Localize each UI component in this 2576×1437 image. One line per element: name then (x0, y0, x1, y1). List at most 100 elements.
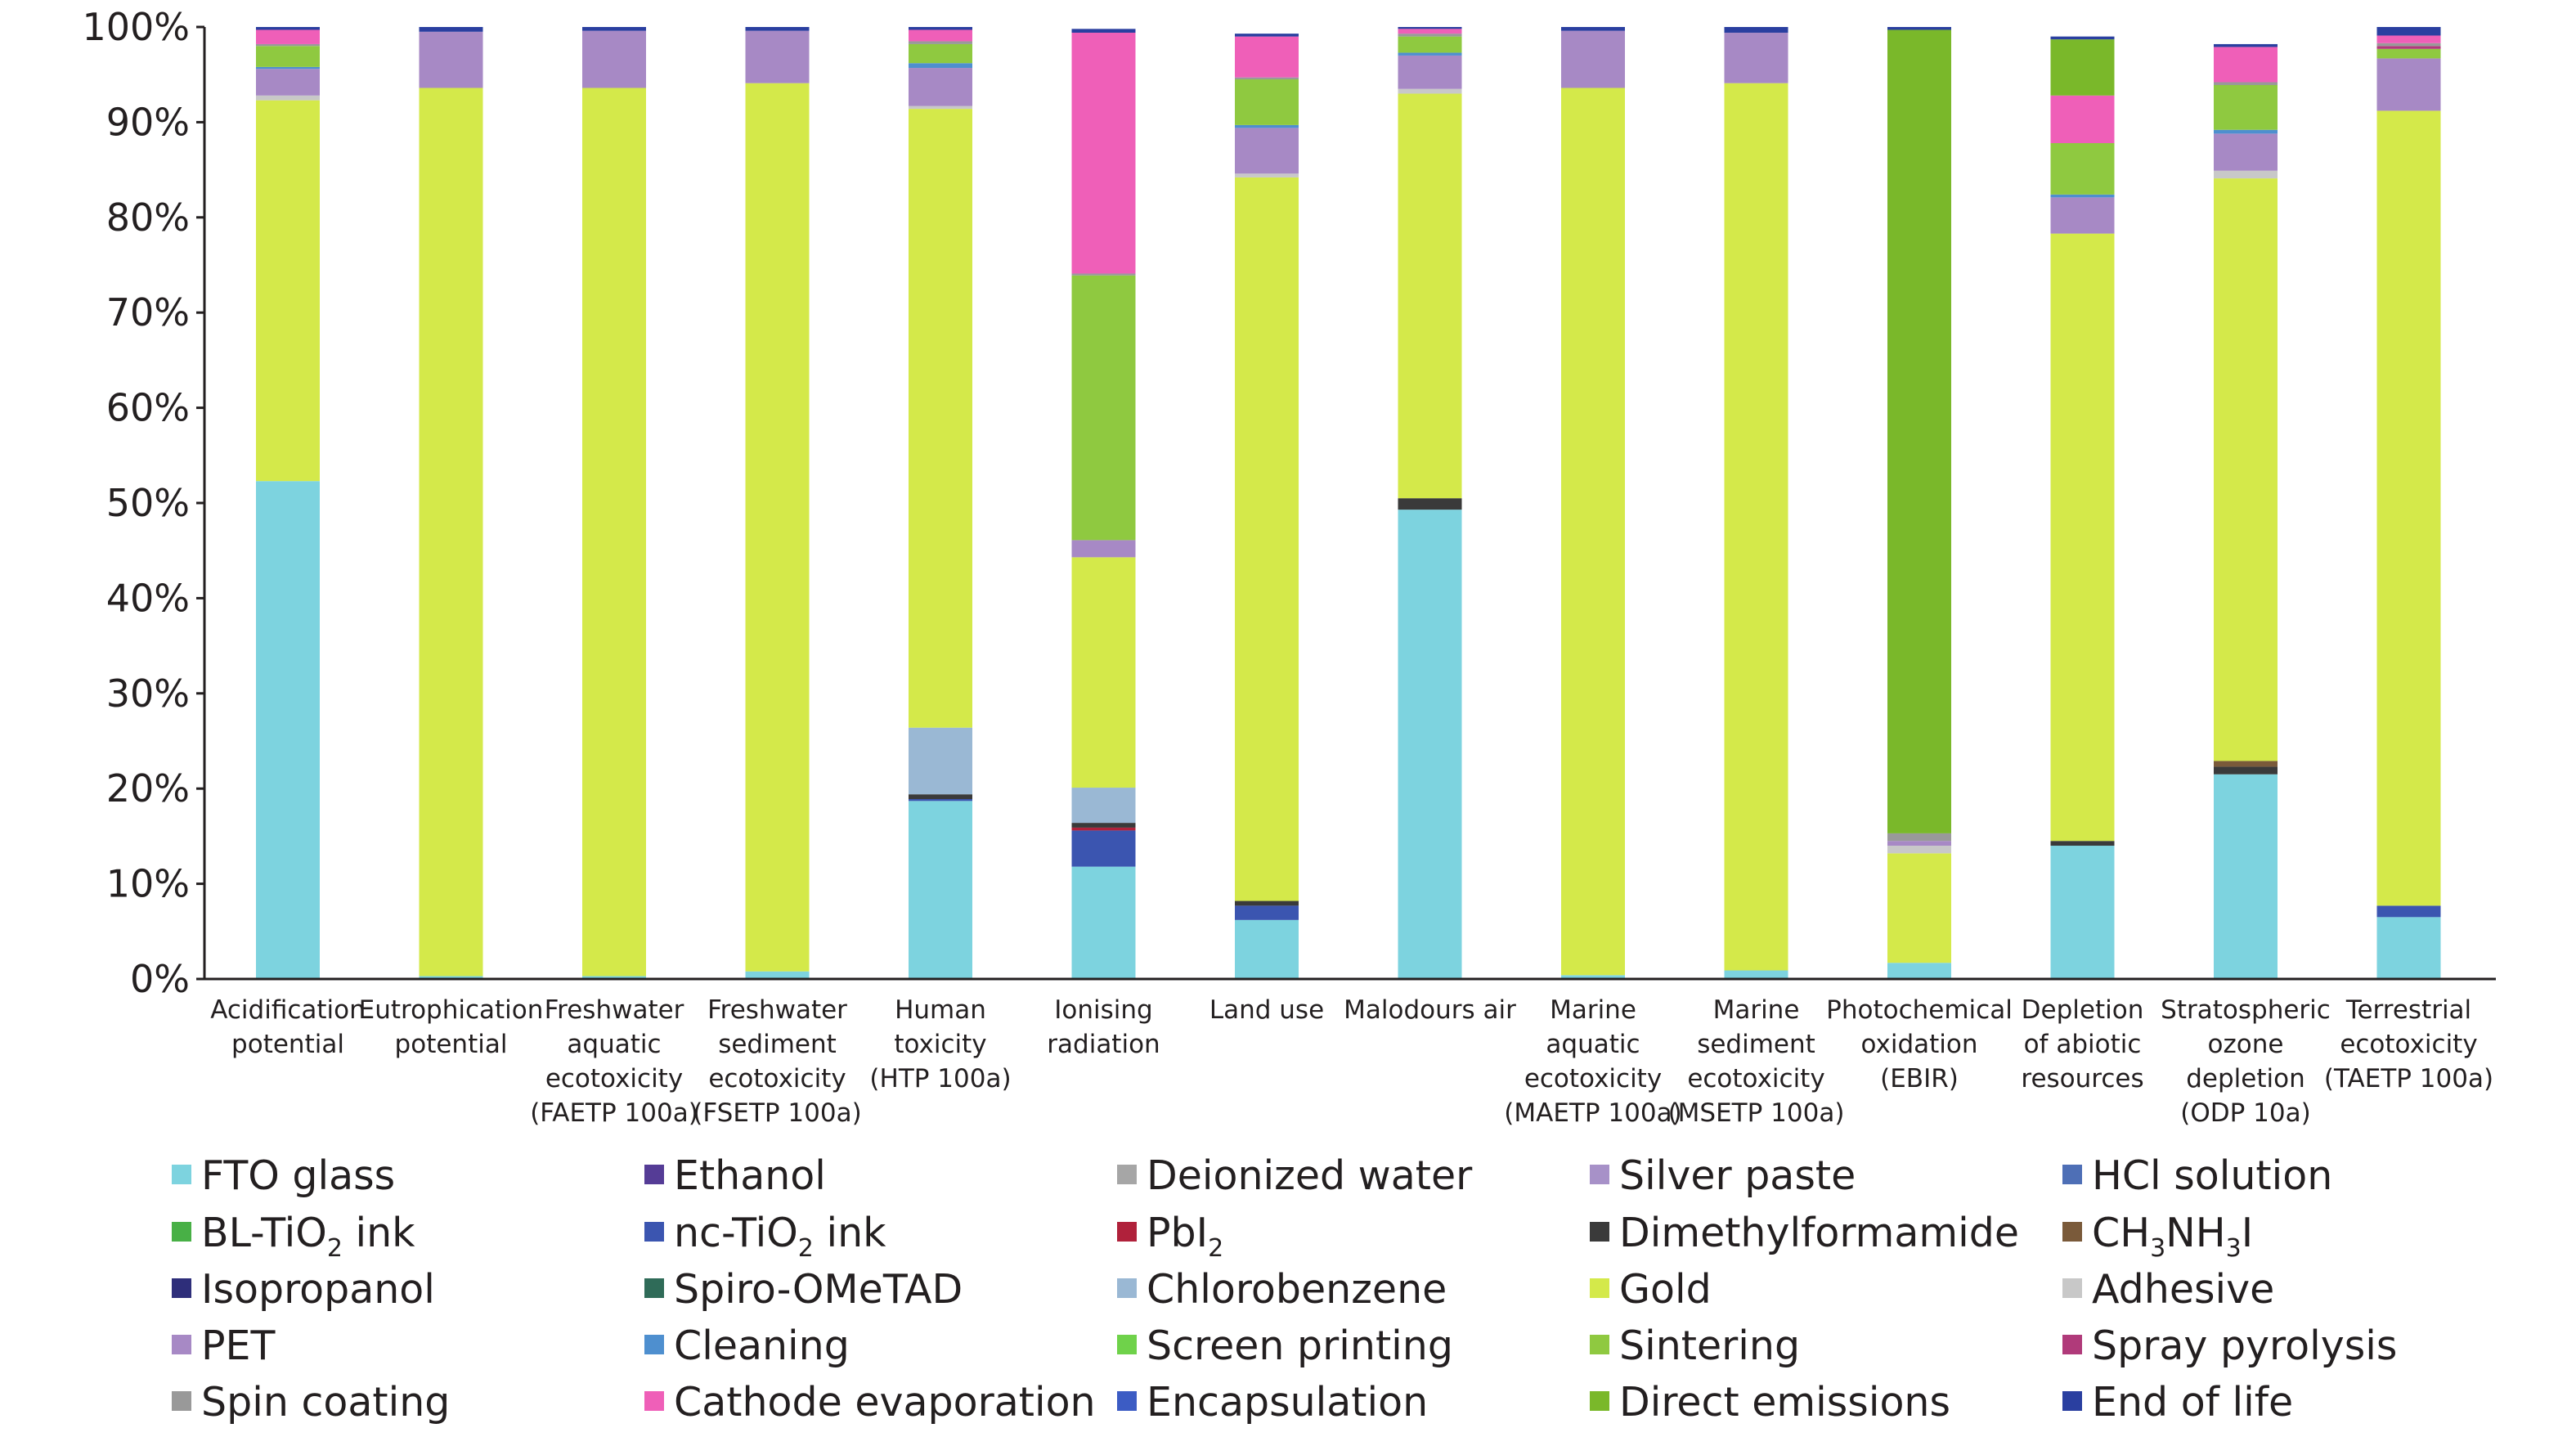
bar-segment (1235, 173, 1299, 177)
legend-item: End of life (2062, 1379, 2293, 1426)
legend-label: FTO glass (201, 1152, 395, 1199)
bar-segment (1235, 34, 1299, 37)
bar-segment (1398, 36, 1462, 53)
legend-swatch (644, 1335, 664, 1354)
legend-swatch (2062, 1222, 2082, 1242)
bar-stack (1398, 27, 1462, 979)
bar-segment (1071, 557, 1136, 788)
bar-segment (909, 106, 972, 110)
legend-item: Gold (1590, 1266, 1712, 1313)
bar-segment (2050, 194, 2115, 198)
bar-stack (1724, 27, 1788, 979)
legend-swatch (1117, 1391, 1137, 1411)
legend-label: Silver paste (1619, 1152, 1856, 1199)
legend-item: Dimethylformamide (1590, 1210, 2019, 1256)
legend-swatch (644, 1278, 664, 1298)
legend-item: Spray pyrolysis (2062, 1322, 2397, 1369)
bar-segment (1071, 827, 1136, 831)
bar-segment (256, 46, 320, 67)
bar-segment (2214, 82, 2278, 86)
legend-item: Cleaning (644, 1322, 850, 1369)
legend-label: Isopropanol (201, 1266, 435, 1313)
bar-stack (1561, 27, 1625, 979)
bar-segment (419, 88, 483, 977)
bar-segment (256, 27, 320, 30)
legend-label: CH3NH3I (2092, 1210, 2253, 1263)
bar-segment (909, 801, 972, 979)
y-tick-label: 100% (82, 5, 190, 49)
bar-segment (582, 976, 646, 979)
bar-stack (2050, 36, 2115, 979)
legend-swatch (172, 1278, 191, 1298)
bar-segment (2050, 846, 2115, 979)
bar-segment (1561, 88, 1625, 976)
legend-item: Spiro-OMeTAD (644, 1266, 963, 1313)
bar-segment (1887, 841, 1951, 846)
legend-label: Ethanol (674, 1152, 826, 1199)
bar-segment (909, 63, 972, 69)
legend-label: Spin coating (201, 1379, 450, 1426)
bar-segment (1887, 27, 1951, 30)
bar-segment (256, 100, 320, 482)
legend-item: Encapsulation (1117, 1379, 1428, 1426)
bar-stack (1071, 29, 1136, 979)
bar-segment (2376, 58, 2441, 111)
legend-swatch (1590, 1278, 1609, 1298)
bar-segment (1071, 540, 1136, 558)
legend-swatch (644, 1391, 664, 1411)
legend-label: Cleaning (674, 1322, 850, 1369)
bar-segment (256, 69, 320, 96)
legend-swatch (172, 1335, 191, 1354)
legend-label: nc-TiO2 ink (674, 1210, 886, 1263)
bar-segment (1071, 866, 1136, 979)
x-tick-label: Freshwater aquatic ecotoxicity (FAETP 100a) (530, 995, 698, 1128)
bar-segment (1071, 275, 1136, 541)
bar-segment (419, 27, 483, 32)
bar-segment (582, 27, 646, 31)
legend-label: BL-TiO2 ink (201, 1210, 415, 1263)
legend-label: Screen printing (1147, 1322, 1453, 1369)
bar-segment (909, 109, 972, 728)
bar-segment (909, 29, 972, 42)
bar-segment (1561, 27, 1625, 31)
bar-segment (1724, 970, 1788, 979)
legend-label: Adhesive (2092, 1266, 2274, 1313)
bar-segment (1235, 905, 1299, 920)
bar-segment (1398, 27, 1462, 29)
legend-swatch (172, 1165, 191, 1184)
bar-segment (582, 30, 646, 88)
bar-segment (1235, 177, 1299, 901)
legend-swatch (172, 1391, 191, 1411)
bar-segment (1724, 32, 1788, 83)
legend-item: CH3NH3I (2062, 1210, 2253, 1263)
x-tick-label: Human toxicity (HTP 100a) (869, 995, 1011, 1093)
bar-segment (1235, 36, 1299, 78)
bar-segment (419, 31, 483, 88)
bar-segment (745, 971, 810, 979)
bar-segment (2376, 46, 2441, 49)
legend-swatch (1117, 1165, 1137, 1184)
bar-segment (1561, 975, 1625, 979)
bar-stack (1235, 34, 1299, 979)
x-tick-label: Stratospheric ozone depletion (ODP 10a) (2161, 995, 2331, 1128)
legend-item: Sintering (1590, 1322, 1800, 1369)
legend-item: Adhesive (2062, 1266, 2274, 1313)
bar-segment (1398, 34, 1462, 37)
legend-label: Sintering (1619, 1322, 1800, 1369)
bar-segment (2376, 48, 2441, 59)
bar-segment (2050, 197, 2115, 234)
x-tick-label: Marine aquatic ecotoxicity (MAETP 100a) (1504, 995, 1681, 1128)
bar-segment (2214, 133, 2278, 171)
legend-swatch (1590, 1165, 1609, 1184)
legend-item: Deionized water (1117, 1152, 1473, 1199)
legend-label: Direct emissions (1619, 1379, 1950, 1426)
bar-segment (745, 27, 810, 31)
bar-segment (1724, 27, 1788, 33)
legend-swatch (2062, 1278, 2082, 1298)
bar-segment (2050, 143, 2115, 195)
legend-swatch (1590, 1222, 1609, 1242)
bar-stack (419, 27, 483, 979)
legend-item: BL-TiO2 ink (172, 1210, 415, 1263)
legend-label: PbI2 (1147, 1210, 1223, 1263)
